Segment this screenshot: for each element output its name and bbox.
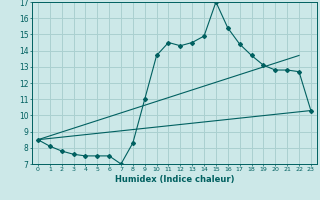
X-axis label: Humidex (Indice chaleur): Humidex (Indice chaleur) [115,175,234,184]
